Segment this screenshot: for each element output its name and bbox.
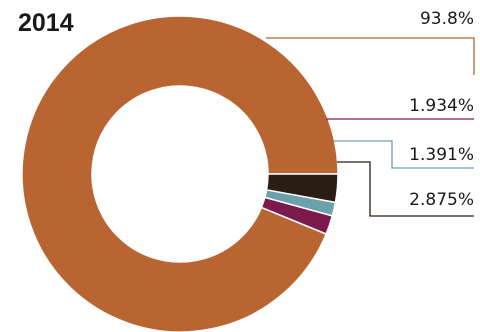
slice-labels: 93.8% 1.934% 1.391% 2.875% [409,9,474,210]
donut-slice-4 [265,173,339,204]
leader-line-4 [337,161,474,217]
chart-title: 2014 [18,9,74,37]
donut-slice-1 [21,15,339,332]
slice-label-4: 2.875% [409,190,474,210]
slice-label-2: 1.934% [409,96,474,116]
slice-label-1: 93.8% [420,9,474,29]
leader-line-3 [333,140,474,169]
leader-lines [266,37,475,217]
leader-line-1 [266,37,475,75]
slice-label-3: 1.391% [409,145,474,165]
donut-slices [21,15,339,332]
